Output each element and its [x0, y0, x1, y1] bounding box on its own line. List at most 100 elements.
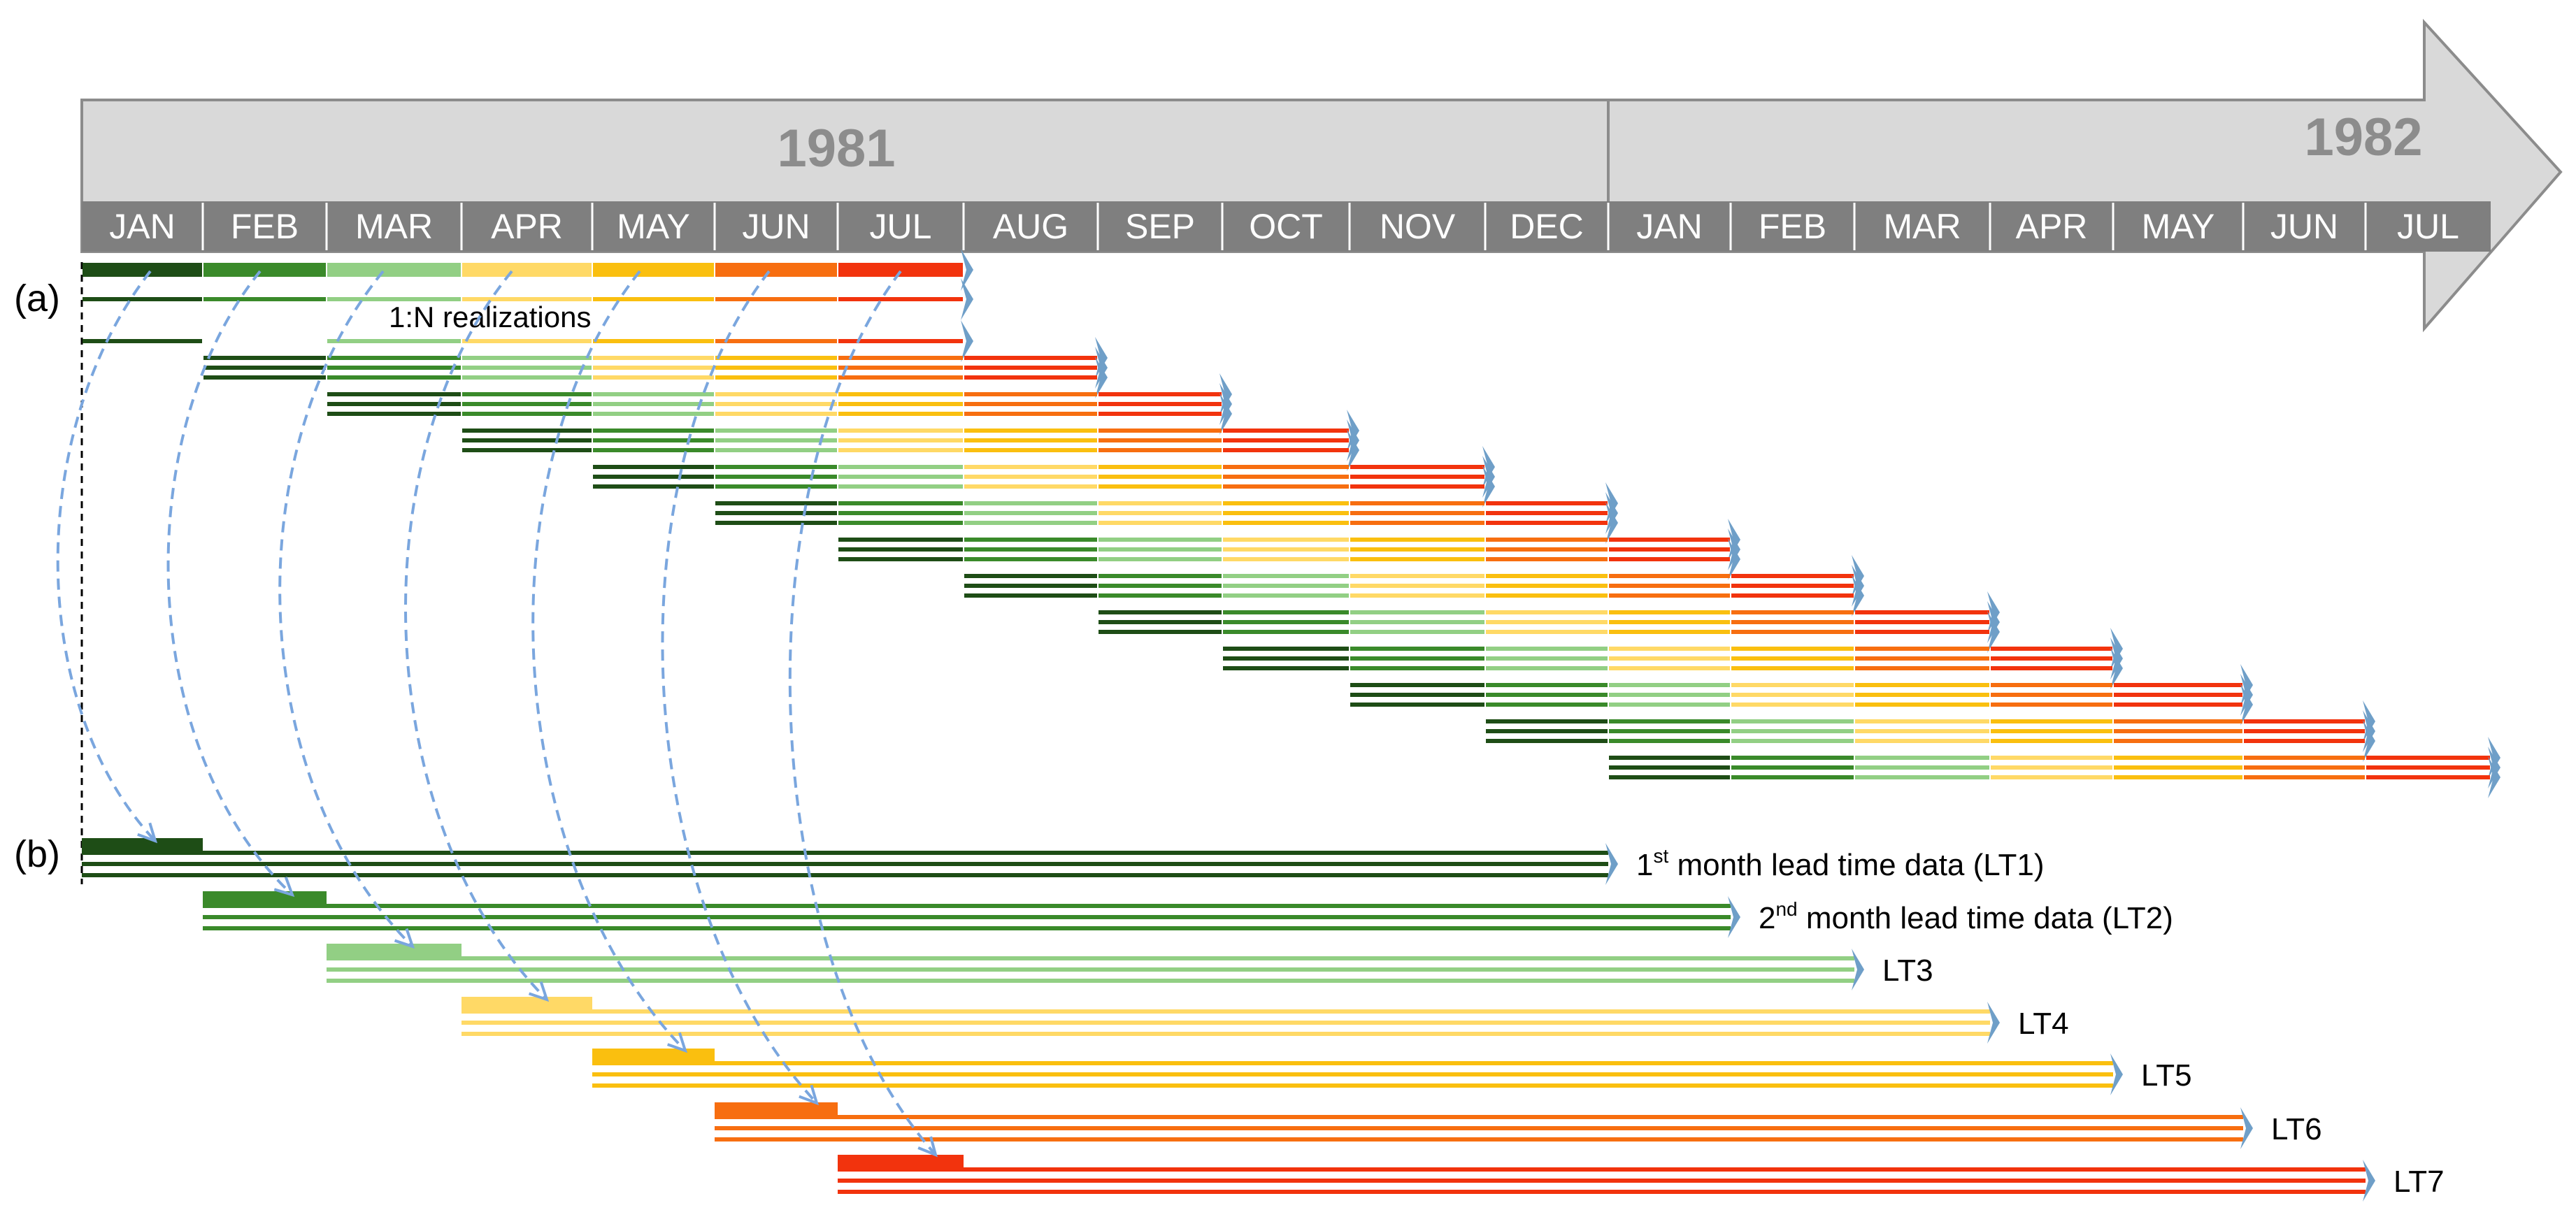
panel-a-label: (a) [14, 278, 60, 319]
month-label: MAR [355, 207, 433, 246]
lead-time-description: month lead time data (LT2) [1798, 901, 2173, 935]
lead-time-text: LT3 [1882, 953, 1933, 988]
lead-time-mapping-arrow [278, 270, 415, 949]
month-label: JAN [109, 207, 175, 246]
forecast-stack [1350, 664, 2253, 726]
month-bar [82, 201, 2491, 252]
lead-time-highlight [715, 1102, 838, 1116]
forecast-stack [715, 482, 1618, 544]
lead-time-arrowhead [2240, 1107, 2253, 1149]
mapping-curve-head [394, 928, 415, 949]
month-label: SEP [1125, 207, 1195, 246]
forecast-stack [327, 373, 1232, 435]
forecast-arrowhead [961, 320, 973, 362]
month-label: JUL [870, 207, 932, 246]
forecast-arrowhead [2110, 647, 2123, 689]
lead-time-text: LT6 [2271, 1112, 2322, 1146]
forecast-arrowhead [1605, 502, 1618, 544]
forecast-stack [838, 519, 1740, 580]
mapping-curve [56, 270, 157, 842]
forecast-arrowhead [1347, 429, 1359, 471]
realizations-note: 1:N realizations [389, 301, 591, 333]
month-label: JUL [2397, 207, 2459, 246]
month-label: MAY [2142, 207, 2215, 246]
lead-time-arrowhead [1728, 896, 1740, 938]
lead-time-label: 2nd month lead time data (LT2) [1759, 898, 2173, 935]
year-label-1982: 1982 [2304, 108, 2422, 167]
lead-time-highlight [82, 838, 203, 852]
lead-time-label: LT6 [2271, 1112, 2322, 1146]
mapping-curve-head [917, 1136, 938, 1158]
lead-time-ordinal-suffix: nd [1775, 898, 1797, 920]
mapping-curve [166, 270, 294, 896]
forecast-stack [203, 337, 1108, 398]
lead-time-highlight [838, 1155, 964, 1169]
lead-time-mapping-arrow [166, 270, 295, 898]
forecast-arrowhead [1095, 356, 1108, 398]
lead-time-row: LT6 [715, 1102, 2322, 1149]
lead-time-row: 1st month lead time data (LT1) [82, 838, 2044, 885]
forecast-arrowhead [2240, 684, 2253, 726]
forecast-arrowhead [1852, 575, 1864, 617]
forecast-arrowhead [1728, 538, 1740, 580]
lead-time-label: LT7 [2393, 1165, 2445, 1199]
forecast-stack [1486, 700, 2375, 762]
lead-time-label: 1st month lead time data (LT1) [1636, 845, 2044, 882]
lead-time-ordinal-suffix: st [1653, 845, 1668, 867]
month-label: NOV [1380, 207, 1456, 246]
lead-time-arrowhead [2110, 1053, 2123, 1095]
month-label: MAR [1883, 207, 1961, 246]
lead-time-text: LT7 [2393, 1165, 2445, 1199]
lead-time-text: LT4 [2018, 1007, 2069, 1041]
lead-time-highlight [327, 944, 461, 958]
forecast-arrowhead [961, 249, 973, 291]
mapping-curve-head [528, 981, 550, 1002]
lead-time-text: LT5 [2141, 1058, 2192, 1093]
lead-time-number: 1 [1636, 848, 1653, 882]
mapping-curve-head [137, 822, 158, 844]
lead-time-label: LT3 [1882, 953, 1933, 988]
forecast-stack [462, 410, 1359, 471]
forecast-arrowhead [961, 278, 973, 320]
lead-time-description: month lead time data (LT1) [1668, 848, 2044, 882]
lead-time-arrowhead [2363, 1160, 2375, 1202]
forecast-stack [964, 555, 1864, 617]
forecast-stack [1223, 628, 2123, 689]
mapping-curve-head [667, 1032, 688, 1053]
year-label-1981: 1981 [777, 119, 895, 178]
mapping-curve [788, 270, 937, 1156]
forecast-stack [1099, 591, 2000, 653]
lead-time-mapping-arrow [531, 270, 688, 1053]
month-label: JAN [1636, 207, 1702, 246]
timeline-arrow-band [80, 18, 2563, 333]
lead-time-arrowhead [1852, 949, 1864, 991]
lead-time-highlight [203, 891, 327, 905]
lead-time-mapping-arrow [404, 270, 550, 1002]
lead-time-row: LT3 [327, 944, 1933, 991]
month-label: APR [2016, 207, 2088, 246]
month-label: JUN [2270, 207, 2338, 246]
lead-time-mapping-arrow [56, 270, 158, 844]
lead-time-row: LT4 [461, 997, 2069, 1044]
month-label: DEC [1510, 207, 1584, 246]
mapping-curve [661, 270, 818, 1104]
lead-time-row: LT7 [838, 1155, 2445, 1202]
lead-time-row: LT5 [592, 1049, 2192, 1095]
forecast-arrowhead [2488, 756, 2500, 798]
month-label: FEB [231, 207, 299, 246]
lead-time-mapping-arrow [788, 270, 938, 1158]
month-label: APR [491, 207, 563, 246]
forecast-arrowhead [1219, 393, 1232, 435]
lead-time-arrowhead [1605, 843, 1618, 885]
lead-time-label: LT4 [2018, 1007, 2069, 1041]
forecast-arrowhead [1482, 466, 1495, 507]
forecast-stack [83, 249, 973, 362]
lead-time-highlight [592, 1049, 715, 1063]
lead-time-label: LT5 [2141, 1058, 2192, 1093]
month-label: JUN [742, 207, 810, 246]
month-label: FEB [1759, 207, 1826, 246]
mapping-curve [531, 270, 687, 1052]
month-label: AUG [993, 207, 1068, 246]
month-label: OCT [1249, 207, 1323, 246]
